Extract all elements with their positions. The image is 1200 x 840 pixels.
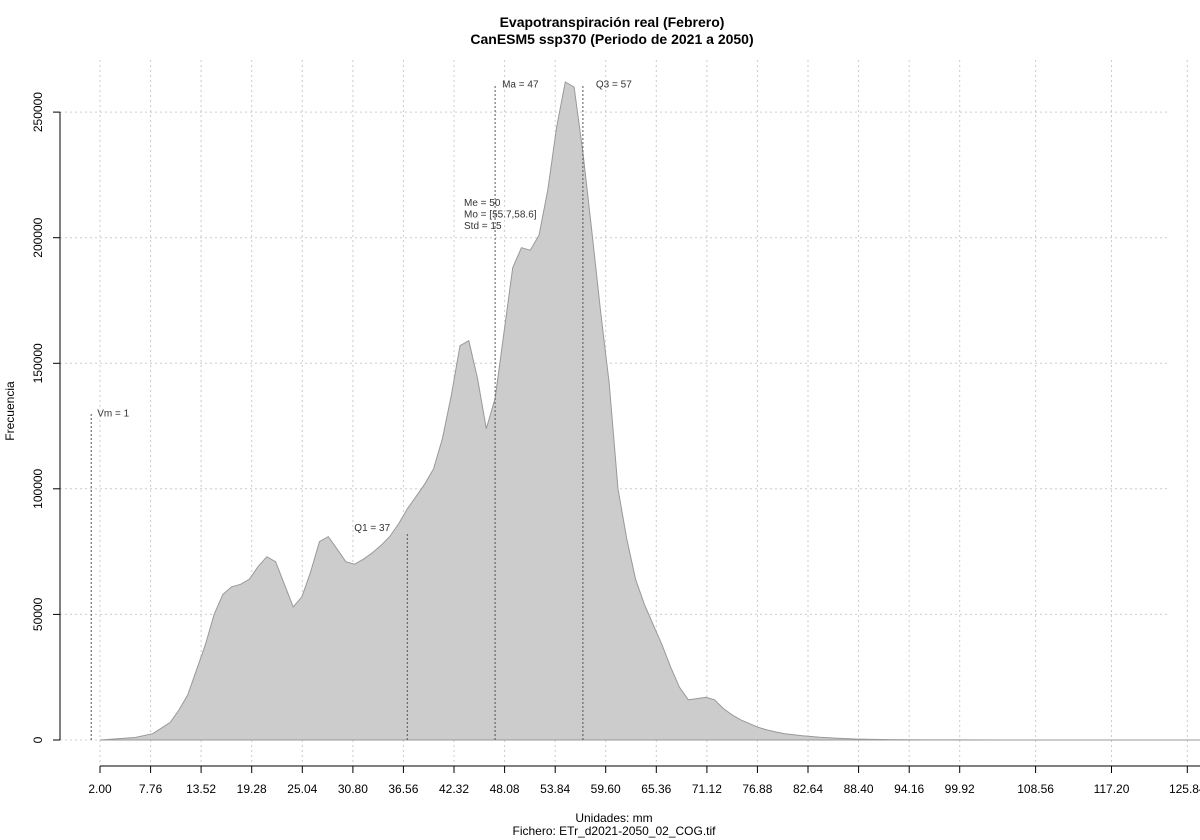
y-tick-label: 250000 — [31, 92, 45, 132]
x-tick-label: 65.36 — [641, 782, 671, 796]
x-tick-label: 25.04 — [287, 782, 317, 796]
x-tick-label: 7.76 — [139, 782, 163, 796]
file-caption: Fichero: ETr_d2021-2050_02_COG.tif — [513, 824, 717, 838]
x-tick-label: 76.88 — [742, 782, 772, 796]
x-axis-label: Unidades: mm — [575, 811, 652, 825]
x-tick-label: 13.52 — [186, 782, 216, 796]
stat-line-label: Vm = 1 — [97, 409, 129, 420]
stat-label: Std = 15 — [464, 221, 502, 232]
x-tick-label: 71.12 — [692, 782, 722, 796]
x-tick-label: 108.56 — [1017, 782, 1054, 796]
x-tick-label: 59.60 — [591, 782, 621, 796]
x-tick-label: 36.56 — [388, 782, 418, 796]
x-tick-label: 19.28 — [237, 782, 267, 796]
y-axis: 0 50000 100000 150000 200000 250000 — [31, 92, 61, 743]
x-tick-label: 99.92 — [945, 782, 975, 796]
y-tick-label: 150000 — [31, 343, 45, 383]
chart-subtitle: CanESM5 ssp370 (Periodo de 2021 a 2050) — [470, 31, 753, 47]
stat-label: Me = 50 — [464, 198, 501, 209]
x-tick-label: 82.64 — [793, 782, 823, 796]
stat-label: Mo = [55.7,58.6] — [464, 210, 537, 221]
x-tick-label: 117.20 — [1094, 782, 1130, 796]
x-tick-label: 42.32 — [439, 782, 469, 796]
x-tick-label: 48.08 — [490, 782, 520, 796]
frequency-area — [99, 81, 1200, 741]
stat-line-label: Q1 = 37 — [354, 523, 390, 534]
chart-title: Evapotranspiración real (Febrero) — [500, 14, 725, 30]
x-tick-label: 88.40 — [844, 782, 874, 796]
x-tick-label: 125.84 — [1169, 782, 1200, 796]
x-tick-label: 53.84 — [540, 782, 570, 796]
x-tick-label: 30.80 — [338, 782, 368, 796]
y-tick-label: 0 — [31, 736, 45, 743]
y-tick-label: 50000 — [31, 597, 45, 631]
stat-line-label: Ma = 47 — [502, 80, 539, 91]
y-axis-label: Frecuencia — [3, 381, 17, 441]
x-tick-label: 2.00 — [88, 782, 112, 796]
y-tick-label: 100000 — [31, 468, 45, 508]
stat-line-label: Q3 = 57 — [596, 80, 632, 91]
x-tick-label: 94.16 — [894, 782, 924, 796]
y-tick-label: 200000 — [31, 217, 45, 257]
x-axis: 2.00 7.76 13.52 19.28 25.04 30.80 36.56 42.32 48… — [88, 765, 1200, 796]
